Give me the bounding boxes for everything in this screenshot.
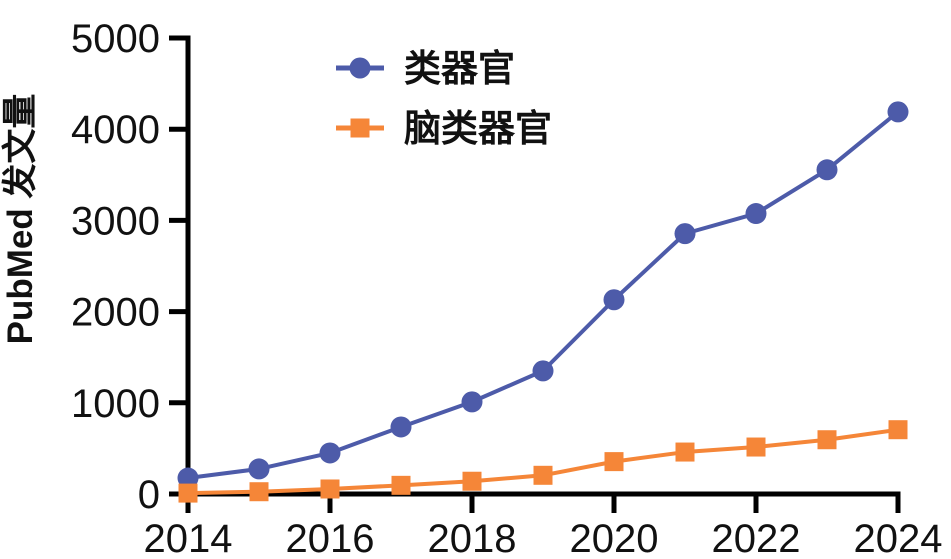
series-point-brain-organoid bbox=[675, 442, 695, 462]
legend-marker-organoid-icon bbox=[349, 57, 371, 79]
series-point-organoid bbox=[461, 391, 483, 413]
legend-marker-brain-organoid-icon bbox=[350, 118, 370, 138]
y-tick-label: 1000 bbox=[71, 382, 160, 426]
series-point-brain-organoid bbox=[533, 465, 553, 485]
series-line-organoid bbox=[186, 109, 900, 481]
series-point-brain-organoid bbox=[249, 482, 269, 502]
x-tick-label: 2020 bbox=[570, 517, 659, 559]
series-point-organoid bbox=[887, 101, 909, 123]
series-point-organoid bbox=[248, 458, 270, 480]
series-point-brain-organoid bbox=[817, 430, 837, 450]
x-tick-label: 2016 bbox=[286, 517, 375, 559]
series-point-organoid bbox=[603, 289, 625, 311]
legend-label-brain-organoid: 脑类器官 bbox=[404, 108, 552, 149]
series-point-brain-organoid bbox=[604, 452, 624, 472]
y-tick-label: 3000 bbox=[71, 199, 160, 243]
series-point-organoid bbox=[390, 416, 412, 438]
series-point-brain-organoid bbox=[888, 420, 908, 440]
series-point-organoid bbox=[319, 442, 341, 464]
legend-label-organoid: 类器官 bbox=[404, 48, 515, 89]
y-axis-title: PubMed 发文量 bbox=[1, 94, 40, 345]
x-tick-label: 2022 bbox=[712, 517, 801, 559]
series-point-organoid bbox=[532, 360, 554, 382]
x-tick-label: 2014 bbox=[144, 517, 233, 559]
y-tick-label: 4000 bbox=[71, 108, 160, 152]
series-point-brain-organoid bbox=[178, 483, 198, 503]
series-point-organoid bbox=[674, 223, 696, 245]
y-tick-label: 0 bbox=[138, 473, 160, 517]
x-tick-label: 2024 bbox=[854, 517, 943, 559]
y-tick-label: 5000 bbox=[71, 17, 160, 61]
y-tick-label: 2000 bbox=[71, 291, 160, 335]
series-point-organoid bbox=[816, 159, 838, 181]
series-point-organoid bbox=[745, 203, 767, 225]
x-tick-label: 2018 bbox=[428, 517, 517, 559]
series-point-brain-organoid bbox=[746, 437, 766, 457]
series-point-brain-organoid bbox=[391, 475, 411, 495]
series-point-organoid bbox=[177, 467, 199, 489]
series-point-brain-organoid bbox=[320, 479, 340, 499]
series-point-brain-organoid bbox=[462, 471, 482, 491]
